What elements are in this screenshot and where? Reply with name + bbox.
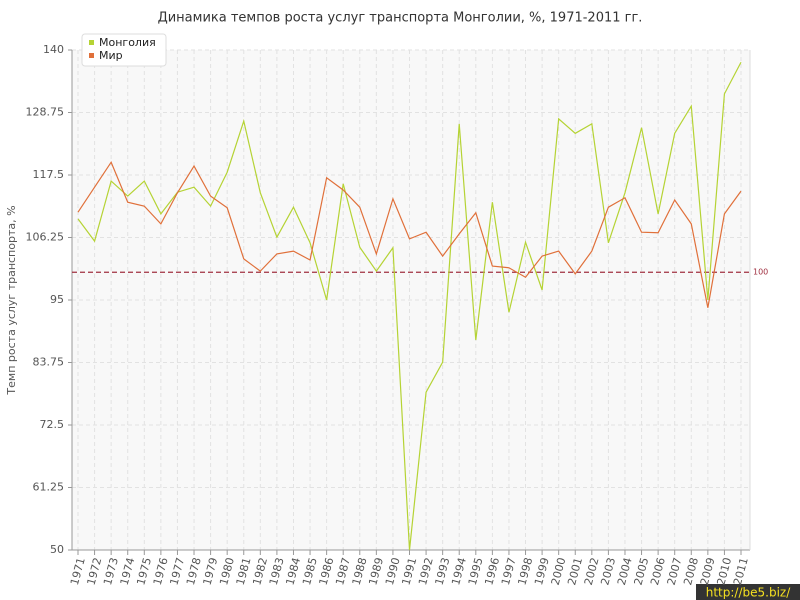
legend-box bbox=[81, 33, 167, 67]
reference-label: 100 bbox=[753, 268, 768, 277]
y-tick-label: 95 bbox=[50, 293, 64, 306]
y-tick-label: 83.75 bbox=[33, 356, 65, 369]
y-tick-label: 50 bbox=[50, 543, 64, 556]
y-tick-label: 117.5 bbox=[33, 168, 65, 181]
y-tick-label: 106.25 bbox=[26, 231, 65, 244]
watermark-bg bbox=[696, 584, 800, 600]
y-axis-label: Темп роста услуг транспорта, % bbox=[5, 205, 18, 395]
y-tick-label: 61.25 bbox=[33, 481, 65, 494]
series-line bbox=[77, 160, 742, 308]
chart-title: Динамика темпов роста услуг транспорта М… bbox=[158, 11, 643, 26]
watermark: http://be5.biz/ bbox=[706, 586, 791, 600]
y-tick-label: 140 bbox=[43, 43, 64, 56]
legend-label: Мир bbox=[99, 49, 123, 62]
series-line bbox=[77, 61, 742, 551]
x-tick-label: 2011 bbox=[731, 556, 751, 586]
y-tick-label: 72.5 bbox=[40, 418, 65, 431]
legend-swatch bbox=[89, 53, 94, 58]
y-tick-label: 128.75 bbox=[26, 106, 65, 119]
legend-label: Монголия bbox=[99, 36, 156, 49]
legend-swatch bbox=[89, 40, 94, 45]
